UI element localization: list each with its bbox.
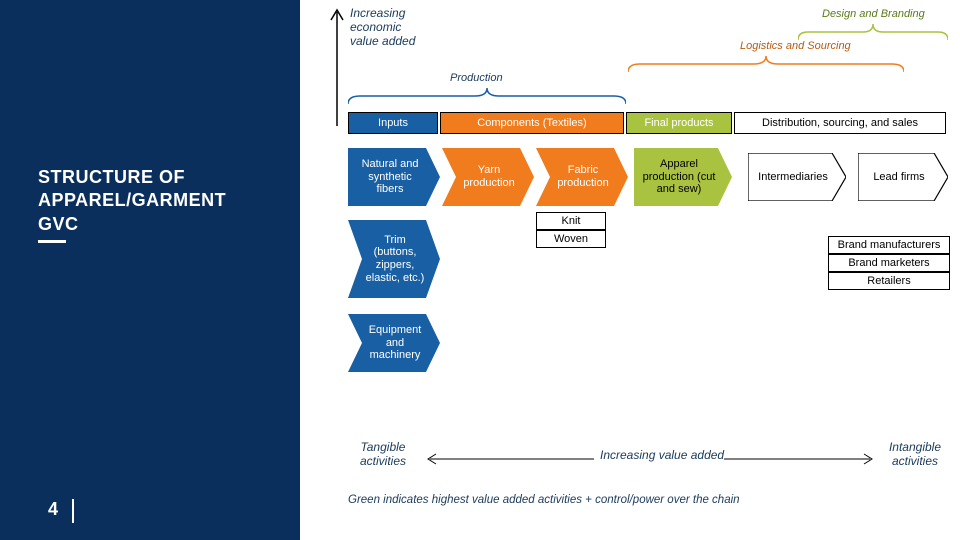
subbox-woven: Woven [536,230,606,248]
axis-label-3: value added [350,34,430,48]
title-line-2: APPAREL/GARMENT [38,189,226,212]
box-inter: Intermediaries [748,153,846,201]
header-2: Final products [626,112,732,134]
bracket-logistics-icon [628,56,904,74]
footer-tangible: Tangible activities [348,440,418,468]
header-0: Inputs [348,112,438,134]
header-1: Components (Textiles) [440,112,624,134]
box-lead: Lead firms [858,153,948,201]
box-fabric: Fabric production [536,148,628,206]
title-line-1: STRUCTURE OF [38,166,226,189]
footer-intangible: Intangible activities [880,440,950,468]
bracket-label-logistics: Logistics and Sourcing [740,40,851,52]
bracket-label-production: Production [450,72,503,84]
header-3: Distribution, sourcing, and sales [734,112,946,134]
bracket-label-design: Design and Branding [822,8,925,20]
page-number-separator [72,499,74,523]
box-equipment-label: Equipment and machinery [364,314,426,372]
axis-label: Increasing economic value added [350,6,430,48]
footer-tangible-text: Tangible activities [360,440,406,468]
leadtype-3: Retailers [828,272,950,290]
box-apparel: Apparel production (cut and sew) [634,148,732,206]
box-trim-label: Trim (buttons, zippers, elastic, etc.) [364,220,426,298]
bracket-production-icon [348,88,626,106]
slide-title: STRUCTURE OF APPAREL/GARMENT GVC [38,166,226,236]
box-inputs: Natural and synthetic fibers [348,148,440,206]
footer-value-added: Increasing value added [600,448,724,462]
sidebar: STRUCTURE OF APPAREL/GARMENT GVC 4 [0,0,300,540]
axis-label-1: Increasing [350,6,430,20]
subbox-knit: Knit [536,212,606,230]
footer-intangible-text: Intangible activities [889,440,941,468]
axis-arrow-icon [328,6,346,130]
box-equipment: Equipment and machinery [348,314,440,372]
title-line-3: GVC [38,213,226,236]
box-trim: Trim (buttons, zippers, elastic, etc.) [348,220,440,298]
leadtype-1: Brand manufacturers [828,236,950,254]
gvc-diagram: Increasing economic value added Design a… [300,0,960,540]
page-number: 4 [48,499,58,520]
footer-note: Green indicates highest value added acti… [348,494,740,506]
leadtype-2: Brand marketers [828,254,950,272]
title-underline [38,240,66,243]
box-yarn: Yarn production [442,148,534,206]
axis-label-2: economic [350,20,430,34]
